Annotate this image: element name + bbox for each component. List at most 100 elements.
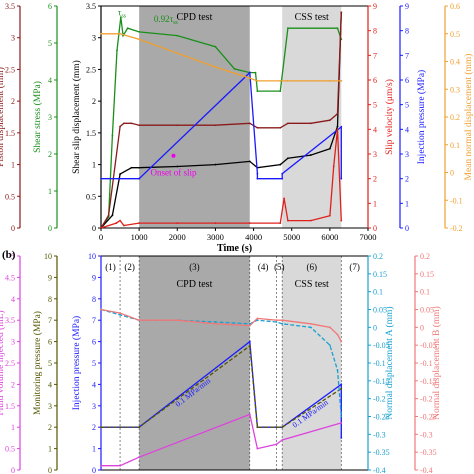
data-point: [281, 319, 284, 322]
panel-label: (b): [2, 249, 16, 261]
data-point: [248, 324, 251, 327]
x-axis-title: Time (s): [217, 243, 252, 254]
data-point: [336, 369, 339, 372]
axis-title: Shear slip displacement (mm): [71, 60, 82, 174]
tick-label: 0: [450, 169, 454, 178]
data-point: [256, 426, 259, 429]
data-point: [214, 322, 217, 325]
data-point: [328, 119, 331, 122]
shaded-region: [139, 6, 250, 228]
tick-label: 6: [92, 338, 96, 347]
stage-label: (3): [189, 262, 200, 272]
tick-label: -0.3: [373, 430, 386, 439]
tick-label: -0.1: [420, 359, 433, 368]
tick-label: 2.5: [5, 359, 15, 368]
axis-title: Mean normal displacement (mm): [463, 54, 474, 181]
annotation-text: Onset of slip: [150, 168, 196, 178]
axis-title: Monitoring pressure (MPa): [32, 311, 43, 415]
tick-label: 5: [48, 39, 52, 48]
axis-title: Normal displacement A (mm): [384, 306, 395, 419]
data-point: [309, 122, 312, 125]
x-tick-label: 6000: [321, 232, 338, 242]
data-point: [233, 68, 236, 70]
tick-label: 10: [44, 252, 52, 261]
axis-mnd: -0.2 -0.1 0 0.1 0.2 0.3 0.4 0.5 0.6 Mean normal d…: [444, 2, 474, 233]
tick-label: 1: [48, 445, 52, 454]
tick-label: 0.6: [450, 2, 460, 11]
x-tick-label: 7000: [360, 232, 377, 242]
data-point: [336, 112, 339, 115]
tick-label: 4: [373, 125, 377, 134]
data-point: [138, 426, 141, 429]
data-point: [100, 464, 102, 467]
tick-label: 0.05: [420, 306, 434, 315]
data-point: [275, 443, 278, 446]
series-line-monitor: [101, 344, 342, 428]
data-point: [256, 317, 259, 320]
tick-label: 8: [48, 295, 52, 304]
tick-label: 0: [92, 224, 96, 233]
data-point: [115, 222, 118, 224]
tick-label: 3: [11, 34, 15, 43]
chart-panel-b: CPD test CSS test (1) (2) (3) (4) (5) (6) (7) 0 0.…: [0, 249, 442, 474]
data-point: [287, 27, 289, 30]
tick-label: 6: [48, 338, 52, 347]
data-point: [119, 125, 121, 128]
data-point: [248, 77, 251, 80]
tick-label: -0.2: [450, 224, 463, 233]
tick-label: 3: [48, 113, 52, 122]
axis-title: Fluid volume injected (mL): [0, 310, 6, 415]
tick-label: 2: [48, 150, 52, 159]
data-point: [100, 32, 102, 35]
data-point: [340, 437, 343, 439]
data-point: [130, 122, 133, 125]
tick-label: 10: [88, 252, 96, 261]
data-point: [336, 333, 339, 336]
tick-label: 0: [48, 466, 52, 474]
tick-label: 0: [405, 224, 409, 233]
data-point: [138, 124, 141, 127]
data-point: [214, 163, 217, 166]
data-point: [248, 222, 251, 224]
axis-title: Shear stress (MPa): [32, 81, 43, 153]
x-tick-label: 5000: [283, 232, 300, 242]
data-point: [281, 177, 284, 180]
data-point: [340, 80, 343, 82]
tick-label: 5: [48, 359, 52, 368]
region-label: CPD test: [177, 279, 213, 290]
tick-label: 0: [92, 466, 96, 474]
data-point: [256, 177, 259, 180]
data-point: [287, 122, 289, 125]
tick-label: 7: [92, 316, 96, 325]
tick-label: 3.5: [5, 316, 15, 325]
tick-label: -0.2: [373, 395, 386, 404]
data-point: [283, 197, 285, 200]
tick-label: 9: [405, 2, 409, 11]
tick-label: 0: [420, 323, 424, 332]
tick-label: 3: [405, 150, 409, 159]
data-point: [256, 172, 259, 175]
tick-label: 5: [373, 101, 377, 110]
data-point: [275, 321, 278, 323]
tick-label: 1.5: [86, 129, 96, 138]
data-point: [256, 447, 259, 450]
data-point: [336, 27, 339, 30]
axis-inj: 0 1 2 3 4 5 6 7 8 9 Injection pressure (MPa): [399, 2, 427, 233]
tick-label: 0: [11, 466, 15, 474]
stage-label: (6): [306, 262, 317, 272]
data-point: [309, 219, 312, 222]
data-point: [176, 124, 179, 127]
data-point: [279, 126, 282, 129]
data-point: [122, 224, 125, 227]
tick-label: 2: [373, 175, 377, 184]
data-point: [336, 125, 339, 128]
data-point: [176, 165, 179, 168]
axis-fluid: 0 0.5 1 1.5 2 2.5 3 3.5 4 4.5 5 Fluid volume inject…: [0, 252, 21, 474]
tick-label: 2: [48, 423, 52, 432]
data-point: [328, 214, 331, 217]
data-point: [138, 38, 141, 41]
tick-label: 0.5: [450, 30, 460, 39]
tick-label: 3: [92, 402, 96, 411]
data-point: [138, 31, 141, 33]
data-point: [214, 321, 217, 323]
